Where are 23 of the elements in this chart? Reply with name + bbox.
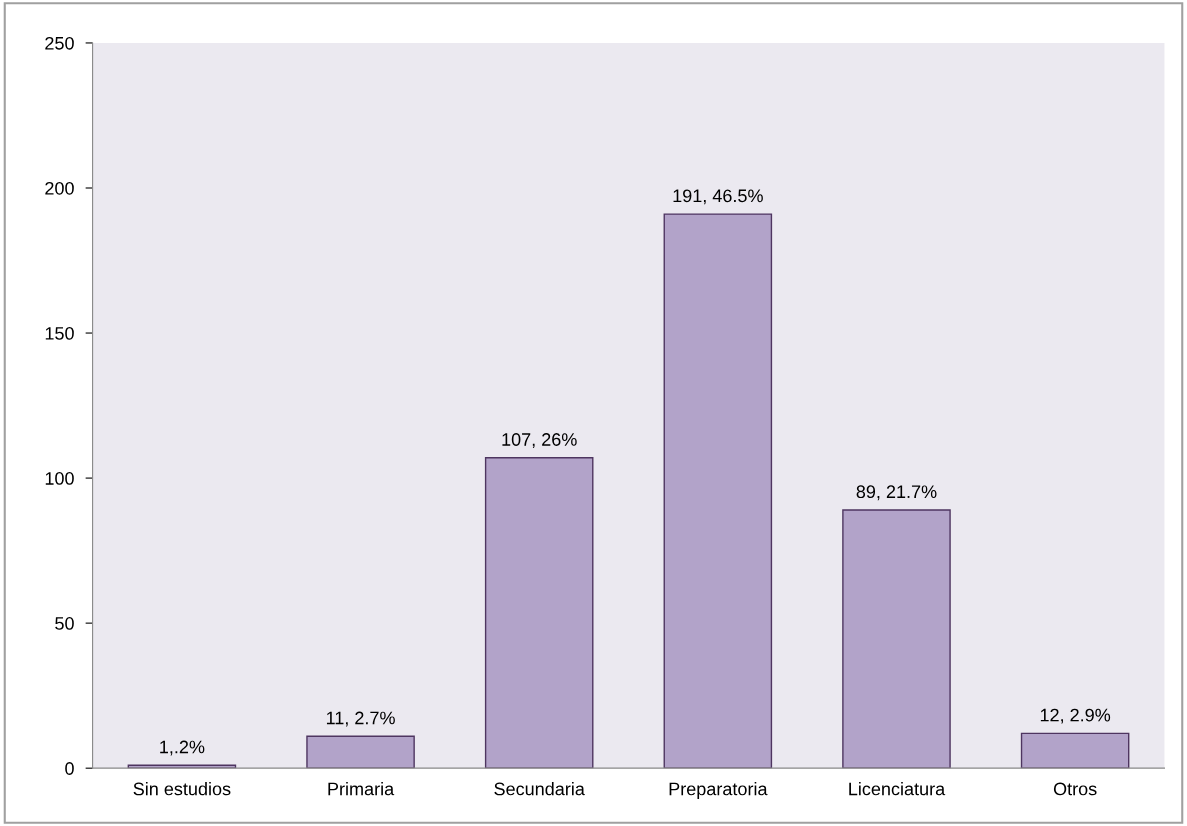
data-label: 1,.2% (160, 740, 205, 756)
data-label: 89, 21.7% (856, 485, 937, 501)
bar (663, 213, 773, 769)
data-label: 12, 2.9% (1040, 708, 1111, 724)
x-tick-label: Primaria (328, 782, 395, 796)
y-tick-label: 100 (45, 472, 74, 485)
x-tick-label: Secundaria (494, 782, 585, 796)
x-tick-label: Sin estudios (133, 782, 231, 796)
y-tick-label: 250 (45, 36, 74, 50)
y-tick-label: 50 (55, 617, 74, 630)
y-tick-label: 150 (45, 326, 74, 340)
y-tick-label: 200 (45, 181, 74, 195)
data-label: 11, 2.7% (326, 711, 395, 727)
data-label: 107, 26% (502, 433, 577, 449)
bar (1020, 732, 1130, 769)
x-tick-label: Licenciatura (849, 782, 946, 796)
y-tick-label: 0 (65, 762, 74, 775)
x-tick-label: Preparatoria (669, 782, 768, 799)
bar (484, 457, 594, 769)
data-label: 191, 46.5% (673, 189, 763, 205)
bar (842, 509, 951, 769)
bar (306, 735, 415, 769)
x-tick-label: Otros (1053, 782, 1097, 796)
